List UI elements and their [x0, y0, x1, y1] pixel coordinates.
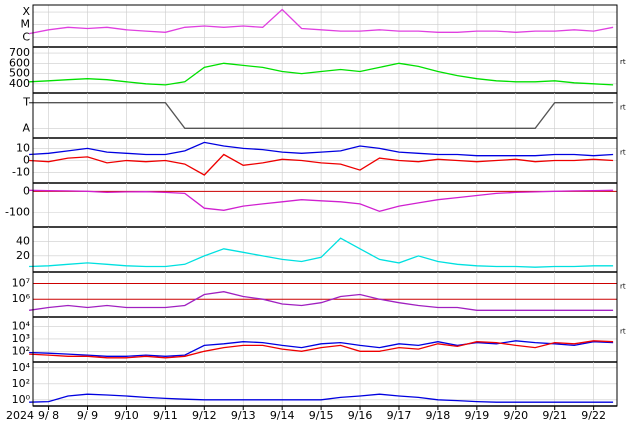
x-tick-label: 9/16 [348, 409, 373, 422]
y-tick-label: 40 [16, 235, 30, 248]
y-tick-label: 10⁷ [12, 276, 30, 289]
plot-frame [32, 4, 618, 407]
y-tick-label: 0 [23, 154, 30, 167]
x-axis-year: 2024 [6, 409, 34, 422]
y-tick-label: 10 [16, 141, 30, 154]
y-tick-label: -10 [12, 166, 30, 179]
x-tick-label: 9/13 [231, 409, 256, 422]
y-tick-label: 0 [23, 184, 30, 197]
x-tick-label: 9/12 [192, 409, 217, 422]
x-tick-label: 9/21 [542, 409, 567, 422]
y-tick-label: C [22, 30, 30, 43]
y-tick-label: X [22, 5, 30, 18]
side-label: rt [620, 149, 626, 157]
series-line [29, 102, 614, 129]
x-tick-label: 9/ 8 [38, 409, 59, 422]
x-tick-label: 9/20 [503, 409, 528, 422]
series-line [29, 237, 614, 268]
y-tick-label: A [22, 121, 30, 134]
x-tick-label: 9/22 [581, 409, 606, 422]
series-line [29, 62, 614, 86]
series-line [28, 8, 614, 35]
series-line [29, 340, 614, 357]
x-tick-label: 9/17 [387, 409, 412, 422]
y-tick-label: M [21, 18, 31, 31]
y-tick-label: 20 [16, 249, 30, 262]
y-tick-label: 10⁶ [12, 292, 31, 305]
side-label: rt [620, 104, 626, 112]
side-label: rt [620, 283, 626, 291]
series-line [29, 189, 614, 212]
series-line [29, 291, 614, 311]
y-tick-label: 700 [9, 46, 30, 59]
y-tick-label: T [22, 96, 30, 109]
x-tick-label: 9/11 [153, 409, 178, 422]
y-tick-label: 10² [12, 344, 30, 357]
series-line [29, 393, 614, 403]
y-tick-label: 10⁴ [12, 319, 31, 332]
series-line [29, 141, 614, 157]
y-tick-label: 10³ [12, 332, 30, 345]
y-tick-label: 10⁰ [12, 393, 31, 406]
x-tick-label: 9/10 [114, 409, 139, 422]
series-line [29, 153, 614, 176]
y-tick-label: 10⁴ [12, 361, 31, 374]
x-tick-label: 9/14 [270, 409, 295, 422]
x-tick-label: 9/19 [464, 409, 489, 422]
series-line [29, 340, 614, 359]
x-tick-label: 9/18 [426, 409, 451, 422]
side-label: rt [620, 58, 626, 66]
x-tick-label: 9/ 9 [77, 409, 98, 422]
x-tick-label: 9/15 [309, 409, 334, 422]
y-tick-label: 400 [9, 77, 30, 90]
y-tick-label: 500 [9, 67, 30, 80]
y-tick-label: 600 [9, 56, 30, 69]
side-label: rt [620, 328, 626, 336]
y-tick-label: -100 [5, 205, 30, 218]
y-tick-label: 10² [12, 377, 30, 390]
